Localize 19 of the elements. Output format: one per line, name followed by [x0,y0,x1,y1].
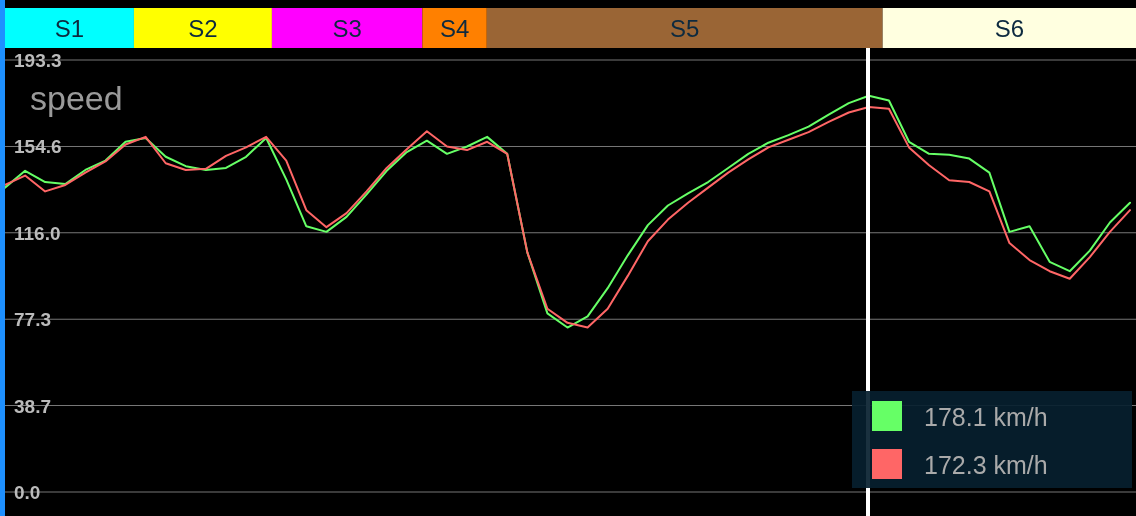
y-tick-label: 77.3 [14,309,51,331]
y-tick-label: 0.0 [14,482,41,503]
bar [422,8,487,48]
series-label: S6 [994,15,1025,42]
series-label: S1 [54,15,85,42]
series-label: S2 [188,15,218,42]
series-label: S5 [670,15,700,42]
bar [486,8,883,48]
series-label: S3 [332,15,362,42]
y-tick-label: 193.3 [14,50,62,71]
bar [882,8,1136,48]
y-tick-label: 116.0 [14,222,61,244]
bar [271,8,423,48]
series-label: S4 [439,15,470,42]
bar [133,8,272,48]
y-axis-title: speed [30,79,123,117]
bar [5,8,134,48]
legend-label: 172.3 km/h [924,451,1048,479]
legend-label: 178.1 km/h [924,403,1048,431]
